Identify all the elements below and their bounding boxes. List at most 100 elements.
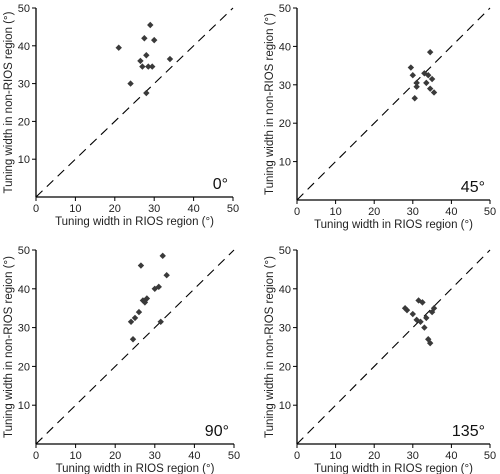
data-point [430, 89, 438, 96]
x-tick-label: 30 [148, 203, 160, 215]
data-point [423, 79, 430, 87]
x-tick-label: 10 [69, 450, 81, 462]
data-point [419, 299, 426, 306]
y-tick-label: 40 [279, 284, 291, 296]
x-tick-label: 0 [294, 450, 300, 462]
y-tick-label: 20 [279, 118, 291, 130]
x-tick-label: 40 [187, 203, 199, 215]
y-tick-label: 10 [279, 157, 291, 169]
data-point [145, 63, 152, 70]
y-tick-label: 50 [279, 3, 291, 15]
y-tick-label: 20 [18, 361, 30, 373]
x-tick-label: 50 [484, 450, 496, 462]
data-point [407, 64, 415, 71]
data-point [115, 44, 122, 51]
x-axis-label: Tuning width in RIOS region (°) [314, 463, 473, 474]
y-tick-label: 30 [18, 323, 30, 335]
x-tick-label: 20 [368, 206, 380, 218]
data-point [413, 83, 420, 90]
data-point [411, 95, 418, 102]
y-axis-label: Tuning width in non-RIOS region (°) [3, 256, 15, 438]
panel-angle-label: 90° [205, 423, 229, 440]
data-point [409, 310, 416, 318]
y-tick-label: 30 [279, 80, 291, 92]
x-axis-label: Tuning width in RIOS region (°) [55, 216, 214, 228]
x-tick-label: 20 [368, 450, 380, 462]
data-point [403, 306, 411, 314]
x-tick-label: 0 [33, 203, 39, 215]
x-tick-label: 30 [407, 206, 419, 218]
data-point [141, 35, 148, 42]
y-tick-label: 20 [279, 361, 291, 373]
y-tick-label: 40 [279, 41, 291, 53]
data-point [137, 262, 145, 269]
scatter-panel-3: 0 10 20 30 40 50 10 20 30 40 50 Tuning width in RIO… [264, 245, 496, 474]
y-axis-label: Tuning width in non-RIOS region (°) [3, 11, 15, 193]
y-tick-label: 30 [279, 323, 291, 335]
y-tick-label: 20 [18, 116, 30, 128]
x-tick-label: 30 [149, 450, 161, 462]
data-point [426, 339, 434, 347]
panel-angle-label: 0° [213, 176, 228, 193]
data-point [127, 80, 134, 87]
y-tick-label: 10 [279, 400, 291, 412]
data-point [166, 55, 174, 63]
y-axis-label: Tuning width in non-RIOS region (°) [264, 256, 276, 438]
data-point [135, 308, 143, 316]
y-tick-label: 50 [279, 245, 291, 257]
data-point [409, 72, 416, 79]
x-tick-label: 40 [445, 206, 457, 218]
y-tick-label: 50 [18, 245, 30, 257]
data-point [147, 21, 154, 29]
x-tick-label: 20 [109, 450, 121, 462]
data-point [137, 57, 144, 65]
x-tick-label: 30 [407, 450, 419, 462]
data-point [151, 36, 158, 44]
x-tick-label: 50 [228, 450, 240, 462]
data-point [149, 63, 156, 70]
x-tick-label: 0 [33, 450, 39, 462]
data-point [413, 79, 420, 87]
data-point [426, 48, 434, 56]
data-point [423, 314, 430, 322]
x-tick-label: 10 [329, 450, 341, 462]
data-point [155, 283, 162, 291]
x-tick-label: 10 [69, 203, 81, 215]
data-point [430, 305, 438, 312]
y-tick-label: 10 [18, 400, 30, 412]
y-tick-label: 10 [18, 154, 30, 166]
x-tick-label: 10 [329, 206, 341, 218]
x-tick-label: 40 [445, 450, 457, 462]
y-tick-label: 30 [18, 79, 30, 91]
data-point [157, 318, 164, 325]
data-point [426, 85, 434, 92]
y-axis-label: Tuning width in non-RIOS region (°) [264, 13, 276, 195]
y-tick-label: 50 [18, 3, 30, 15]
panel-angle-label: 45° [461, 179, 485, 196]
x-axis-label: Tuning width in RIOS region (°) [56, 463, 215, 474]
identity-line [35, 7, 234, 198]
scatter-panel-0: 0 10 20 30 40 50 10 20 30 40 50 Tuning width in RIO… [3, 3, 239, 228]
x-tick-label: 20 [109, 203, 121, 215]
data-point [428, 75, 436, 83]
identity-line [35, 249, 235, 445]
y-tick-label: 40 [18, 284, 30, 296]
data-point [131, 314, 139, 322]
data-point [425, 72, 432, 79]
data-point [163, 272, 170, 279]
data-point [141, 299, 149, 306]
y-tick-label: 40 [18, 41, 30, 53]
scatter-panel-1: 0 10 20 30 40 50 10 20 30 40 50 Tuning width in RIO… [264, 3, 496, 231]
identity-line [296, 7, 491, 201]
x-tick-label: 50 [227, 203, 239, 215]
data-point [417, 318, 424, 325]
panel-angle-label: 135° [452, 423, 485, 440]
data-point [127, 318, 135, 325]
x-tick-label: 0 [294, 206, 300, 218]
identity-line [296, 249, 491, 445]
x-tick-label: 40 [188, 450, 200, 462]
scatter-panel-2: 0 10 20 30 40 50 10 20 30 40 50 Tuning width in RIO… [3, 245, 240, 474]
data-point [129, 336, 137, 343]
x-tick-label: 50 [484, 206, 496, 218]
